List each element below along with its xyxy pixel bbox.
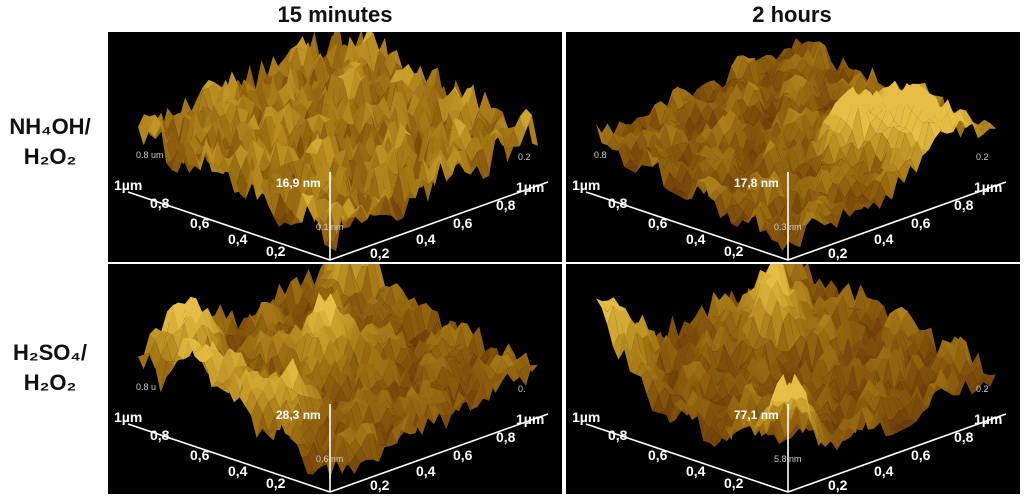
axis-right-tick-label: 0,2 bbox=[370, 245, 390, 261]
axis-left-tick-label: 0,4 bbox=[228, 463, 248, 479]
axis-right-tick-label: 0,4 bbox=[416, 463, 436, 479]
height-label: 17,8 nm bbox=[734, 176, 779, 190]
afm-panel-nh4oh-2h: 1µm 0,8 0,6 0,4 0,2 1µm 0,8 0,6 0,4 0,2 17,8 nm 0.8… bbox=[566, 32, 1020, 262]
axis-right-tick-label: 0,4 bbox=[416, 231, 436, 247]
column-header-15-minutes: 15 minutes bbox=[277, 2, 393, 27]
axis-right-tick-label: 0,2 bbox=[828, 245, 848, 261]
axis-left-tick-label: 0,6 bbox=[190, 447, 210, 463]
axis-right-tick-label: 0,8 bbox=[954, 429, 974, 445]
axis-right-tick-label: 0,8 bbox=[496, 197, 516, 213]
row-label-h2so4-line1: H₂SO₄/ bbox=[12, 340, 88, 365]
axis-right-tick-label: 0,8 bbox=[496, 429, 516, 445]
axis-left-tick-label: 0,8 bbox=[608, 195, 628, 211]
z-mid-label: 0.6 nm bbox=[316, 454, 344, 464]
height-label: 28,3 nm bbox=[276, 408, 321, 422]
axis-left-tick-label: 1µm bbox=[114, 409, 142, 425]
axis-right-tick-label: 1µm bbox=[516, 179, 544, 195]
axis-left-tick-label: 0,8 bbox=[150, 427, 170, 443]
axes bbox=[585, 404, 1007, 493]
axis-left-tick-label: 1µm bbox=[572, 177, 600, 193]
z-right-label: 0.2 bbox=[976, 384, 989, 394]
axis-right-tick-label: 0,2 bbox=[828, 477, 848, 493]
afm-panel-h2so4-2h: 1µm 0,8 0,6 0,4 0,2 1µm 0,8 0,6 0,4 0,2 77,1 nm 5.8… bbox=[566, 264, 1020, 494]
axes bbox=[127, 404, 549, 493]
z-right-label: 0. bbox=[518, 384, 526, 394]
axes bbox=[127, 172, 549, 261]
axis-right-tick-label: 0,6 bbox=[453, 447, 473, 463]
axis-right-tick-label: 0,6 bbox=[453, 215, 473, 231]
axis-right-tick-label: 0,8 bbox=[954, 197, 974, 213]
axis-right-tick-label: 0,2 bbox=[370, 477, 390, 493]
afm-panel-h2so4-15min: 1µm 0,8 0,6 0,4 0,2 1µm 0,8 0,6 0,4 0,2 28,3 nm 0.8… bbox=[108, 264, 562, 494]
row-label-nh4oh: NH₄OH/ H₂O₂ bbox=[0, 112, 100, 172]
axis-left-tick-label: 0,2 bbox=[724, 243, 744, 259]
height-label: 77,1 nm bbox=[734, 408, 779, 422]
z-right-label: 0.2 bbox=[976, 152, 989, 162]
axis-left-tick-label: 0,6 bbox=[190, 215, 210, 231]
surface-mesh bbox=[138, 264, 538, 478]
z-mid-label: 0.1 nm bbox=[316, 222, 344, 232]
z-top-label: 0.8 u bbox=[136, 382, 156, 392]
z-mid-label: 0.3 nm bbox=[774, 222, 802, 232]
row-label-h2so4-line2: H₂O₂ bbox=[23, 370, 77, 395]
z-top-label: 0.8 bbox=[594, 150, 607, 160]
axis-left-tick-label: 0,8 bbox=[608, 427, 628, 443]
axis-left-tick-label: 0,6 bbox=[648, 447, 668, 463]
axis-right-tick-label: 1µm bbox=[974, 411, 1002, 427]
axis-left-tick-label: 0,4 bbox=[686, 463, 706, 479]
z-mid-label: 5.8 nm bbox=[774, 454, 802, 464]
surface-mesh bbox=[138, 32, 538, 251]
axis-left-tick-label: 0,2 bbox=[266, 243, 286, 259]
axis-right-tick-label: 0,4 bbox=[874, 231, 894, 247]
axis-left-tick-label: 0,8 bbox=[150, 195, 170, 211]
axis-left-tick-label: 1µm bbox=[114, 177, 142, 193]
axis-left-tick-label: 0,2 bbox=[266, 475, 286, 491]
axis-right-tick-label: 0,6 bbox=[911, 215, 931, 231]
axis-right-tick-label: 0,6 bbox=[911, 447, 931, 463]
axis-right-tick-label: 0,4 bbox=[874, 463, 894, 479]
surface-mesh bbox=[596, 264, 996, 451]
afm-panel-nh4oh-15min: 1µm 0,8 0,6 0,4 0,2 1µm 0,8 0,6 0,4 0,2 16,9 nm 0.8… bbox=[108, 32, 562, 262]
row-label-nh4oh-line1: NH₄OH/ bbox=[9, 114, 91, 139]
axis-left-tick-label: 1µm bbox=[572, 409, 600, 425]
axis-left-tick-label: 0,2 bbox=[724, 475, 744, 491]
row-label-h2so4: H₂SO₄/ H₂O₂ bbox=[0, 338, 100, 398]
axis-left-tick-label: 0,6 bbox=[648, 215, 668, 231]
z-top-label: 0.8 um bbox=[136, 150, 164, 160]
axis-left-tick-label: 0,4 bbox=[686, 231, 706, 247]
axis-left-tick-label: 0,4 bbox=[228, 231, 248, 247]
column-header-2-hours: 2 hours bbox=[752, 2, 832, 27]
row-label-nh4oh-line2: H₂O₂ bbox=[23, 144, 77, 169]
z-right-label: 0.2 bbox=[518, 152, 531, 162]
surface-mesh bbox=[596, 38, 996, 251]
axis-right-tick-label: 1µm bbox=[974, 179, 1002, 195]
axis-right-tick-label: 1µm bbox=[516, 411, 544, 427]
axes bbox=[585, 172, 1007, 261]
height-label: 16,9 nm bbox=[276, 176, 321, 190]
